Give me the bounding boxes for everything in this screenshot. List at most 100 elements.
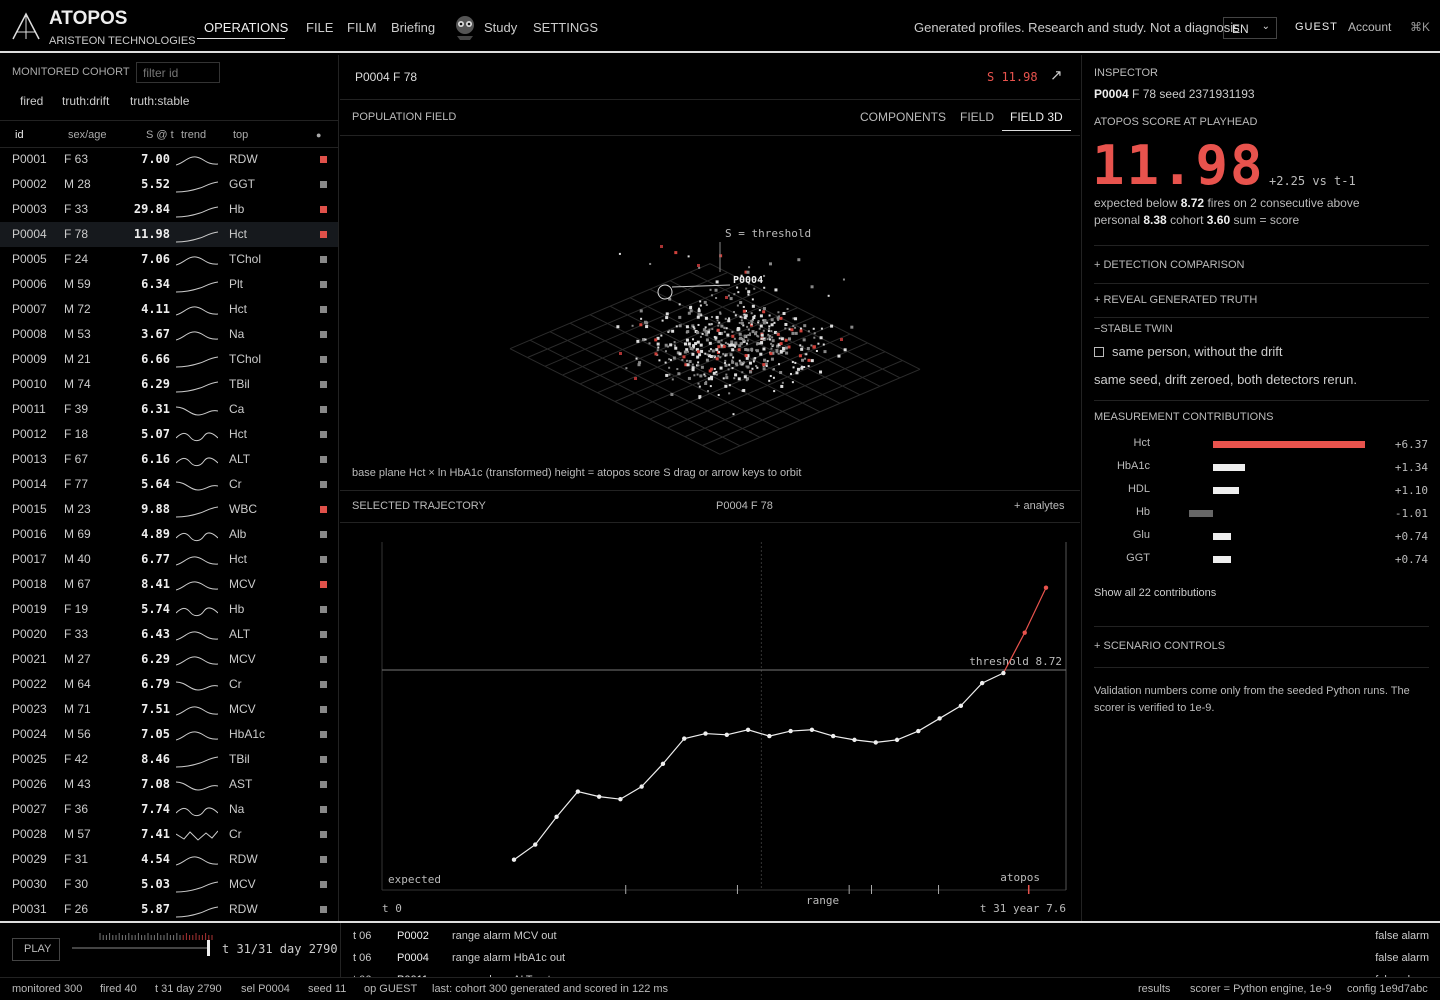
population-point [750, 348, 754, 352]
population-point [813, 332, 816, 335]
population-point [719, 356, 722, 359]
add-analytes-button[interactable]: + analytes [1014, 500, 1065, 512]
population-point [673, 344, 676, 347]
nav-settings[interactable]: SETTINGS [533, 20, 599, 35]
population-point [746, 270, 750, 274]
cohort-row[interactable]: P0010 M 74 6.29 TBil [0, 372, 338, 397]
event-row[interactable]: t 06 P0011 range alarm ALT out false ala… [341, 969, 1440, 978]
cohort-row[interactable]: P0029 F 31 4.54 RDW [0, 847, 338, 872]
show-all-contributions-link[interactable]: Show all 22 contributions [1094, 587, 1217, 599]
trend-sparkline [176, 181, 218, 193]
tab-components[interactable]: COMPONENTS [860, 110, 947, 124]
timeline-bar: PLAY t 31/31 day 2790 t 06 P0002 range a… [0, 921, 1440, 978]
results-link[interactable]: results [1138, 983, 1171, 995]
command-palette-shortcut[interactable]: ⌘K [1410, 20, 1431, 34]
cohort-row[interactable]: P0012 F 18 5.07 Hct [0, 422, 338, 447]
language-select[interactable]: EN ⌄ [1223, 17, 1277, 39]
col-sex-age[interactable]: sex/age [68, 129, 107, 141]
tab-field-3d[interactable]: FIELD 3D [1002, 110, 1071, 131]
cohort-row[interactable]: P0008 M 53 3.67 Na [0, 322, 338, 347]
chip-fired[interactable]: fired [20, 94, 44, 108]
nav-study[interactable]: Study [484, 20, 518, 35]
reveal-truth-toggle[interactable]: + REVEAL GENERATED TRUTH [1094, 294, 1258, 306]
population-point [638, 361, 642, 365]
population-point [692, 326, 695, 329]
row-top-analyte: Hb [229, 202, 245, 216]
cohort-row[interactable]: P0020 F 33 6.43 ALT [0, 622, 338, 647]
stable-twin-toggle[interactable]: −STABLE TWIN [1094, 323, 1173, 335]
population-point [705, 303, 708, 306]
cohort-row[interactable]: P0017 M 40 6.77 Hct [0, 547, 338, 572]
cohort-row[interactable]: P0014 F 77 5.64 Cr [0, 472, 338, 497]
population-point [704, 352, 707, 355]
population-point [711, 328, 714, 331]
cohort-row[interactable]: P0011 F 39 6.31 Ca [0, 397, 338, 422]
population-point [730, 340, 734, 344]
chip-truth-stable[interactable]: truth:stable [130, 94, 190, 108]
cohort-row[interactable]: P0023 M 71 7.51 MCV [0, 697, 338, 722]
cohort-row[interactable]: P0007 M 72 4.11 Hct [0, 297, 338, 322]
cohort-row[interactable]: P0015 M 23 9.88 WBC [0, 497, 338, 522]
population-point [696, 355, 700, 359]
cohort-row[interactable]: P0024 M 56 7.05 HbA1c [0, 722, 338, 747]
nav-operations[interactable]: OPERATIONS [197, 20, 288, 39]
population-point [739, 315, 742, 318]
expected-line-1: expected below 8.72 fires on 2 consecuti… [1094, 196, 1360, 210]
cohort-row[interactable]: P0022 M 64 6.79 Cr [0, 672, 338, 697]
row-top-analyte: Cr [229, 477, 242, 491]
cohort-row[interactable]: P0031 F 26 5.87 RDW [0, 897, 338, 921]
col-score[interactable]: S @ t [146, 129, 174, 141]
cohort-row[interactable]: P0021 M 27 6.29 MCV [0, 647, 338, 672]
cohort-row[interactable]: P0005 F 24 7.06 TChol [0, 247, 338, 272]
population-point [698, 385, 701, 388]
filter-id-input[interactable] [136, 62, 220, 83]
status-config: config 1e9d7abc [1347, 983, 1428, 995]
timeline-scrubber[interactable] [72, 929, 222, 959]
detection-comparison-toggle[interactable]: + DETECTION COMPARISON [1094, 259, 1245, 271]
cohort-row[interactable]: P0019 F 19 5.74 Hb [0, 597, 338, 622]
cohort-row[interactable]: P0001 F 63 7.00 RDW [0, 147, 338, 172]
chip-truth-drift[interactable]: truth:drift [62, 94, 110, 108]
col-top[interactable]: top [233, 129, 249, 141]
cohort-row[interactable]: P0004 F 78 11.98 Hct [0, 222, 338, 247]
population-point [698, 395, 702, 399]
row-sex-age: M 43 [64, 777, 91, 791]
row-top-analyte: TBil [229, 377, 250, 391]
row-top-analyte: TBil [229, 752, 250, 766]
population-point [715, 370, 718, 373]
population-point [645, 321, 649, 325]
nav-film[interactable]: FILM [347, 20, 377, 35]
scenario-controls-toggle[interactable]: + SCENARIO CONTROLS [1094, 640, 1226, 652]
cohort-row[interactable]: P0018 M 67 8.41 MCV [0, 572, 338, 597]
account-link[interactable]: Account [1348, 20, 1392, 34]
stable-twin-label[interactable]: same person, without the drift [1112, 344, 1283, 359]
cohort-row[interactable]: P0016 M 69 4.89 Alb [0, 522, 338, 547]
arrow-up-right-icon[interactable]: ↗ [1050, 67, 1063, 84]
cohort-row[interactable]: P0003 F 33 29.84 Hb [0, 197, 338, 222]
nav-file[interactable]: FILE [306, 20, 334, 35]
cohort-row[interactable]: P0027 F 36 7.74 Na [0, 797, 338, 822]
stable-twin-checkbox[interactable] [1094, 347, 1104, 357]
cohort-row[interactable]: P0002 M 28 5.52 GGT [0, 172, 338, 197]
cohort-row[interactable]: P0026 M 43 7.08 AST [0, 772, 338, 797]
cohort-row[interactable]: P0030 F 30 5.03 MCV [0, 872, 338, 897]
cohort-row[interactable]: P0006 M 59 6.34 Plt [0, 272, 338, 297]
cohort-row[interactable]: P0013 F 67 6.16 ALT [0, 447, 338, 472]
cohort-row[interactable]: P0028 M 57 7.41 Cr [0, 822, 338, 847]
event-row[interactable]: t 06 P0002 range alarm MCV out false ala… [341, 925, 1440, 947]
trajectory-chart[interactable]: threshold 8.72 expected atopos range t 0 t 31… [340, 524, 1080, 921]
nav-briefing[interactable]: Briefing [391, 20, 436, 35]
population-point [642, 338, 646, 342]
population-point [788, 328, 791, 331]
trend-sparkline [176, 781, 218, 791]
col-id[interactable]: id [15, 129, 24, 141]
tab-field[interactable]: FIELD [960, 110, 995, 124]
population-point [685, 325, 689, 329]
population-field-3d[interactable]: S = threshold P0004 [340, 137, 1080, 492]
play-button[interactable]: PLAY [12, 938, 60, 961]
event-row[interactable]: t 06 P0004 range alarm HbA1c out false a… [341, 947, 1440, 969]
study-mascot-icon[interactable] [453, 14, 477, 40]
population-point [697, 361, 700, 364]
cohort-row[interactable]: P0009 M 21 6.66 TChol [0, 347, 338, 372]
cohort-row[interactable]: P0025 F 42 8.46 TBil [0, 747, 338, 772]
